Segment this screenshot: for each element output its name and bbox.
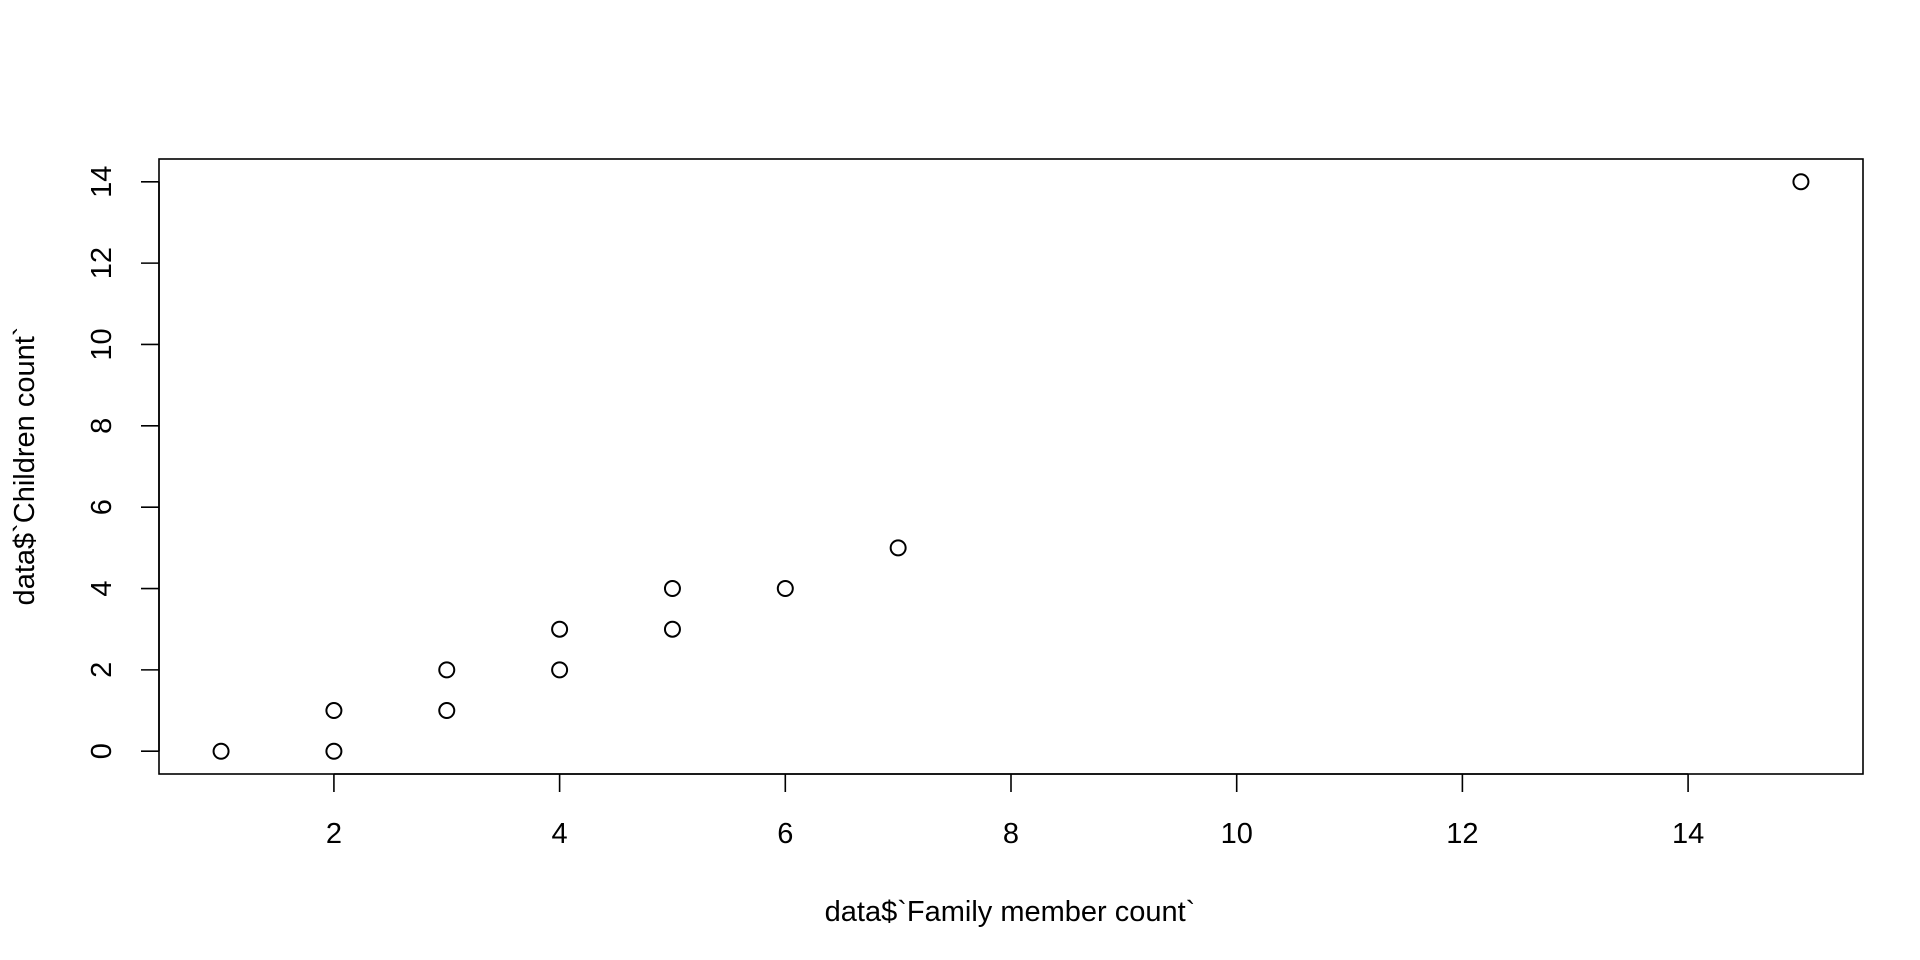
- data-point: [776, 580, 794, 598]
- x-tick-label: 12: [1446, 818, 1478, 850]
- y-tick-label: 2: [86, 662, 118, 678]
- x-tick-label: 4: [552, 818, 568, 850]
- x-tick-label: 8: [1003, 818, 1019, 850]
- data-point: [663, 620, 681, 638]
- data-point: [551, 661, 569, 679]
- data-point: [212, 742, 230, 760]
- data-point: [663, 580, 681, 598]
- y-axis-label: data$`Children count`: [9, 327, 41, 606]
- x-axis-label: data$`Family member count`: [825, 896, 1196, 928]
- data-point: [325, 702, 343, 720]
- x-tick-label: 6: [777, 818, 793, 850]
- x-tick-label: 2: [326, 818, 342, 850]
- data-point: [1792, 173, 1810, 191]
- data-point: [438, 702, 456, 720]
- y-tick-label: 0: [86, 743, 118, 759]
- data-points: [212, 173, 1810, 760]
- data-point: [325, 742, 343, 760]
- y-tick-label: 10: [86, 328, 118, 360]
- y-tick-label: 6: [86, 499, 118, 515]
- y-axis: 0 2 4 6 8 10 12 14: [86, 166, 160, 759]
- x-tick-label: 10: [1221, 818, 1253, 850]
- y-tick-label: 14: [86, 166, 118, 198]
- y-tick-label: 12: [86, 247, 118, 279]
- x-axis: 2 4 6 8 10 12 14: [326, 773, 1704, 850]
- y-tick-label: 8: [86, 418, 118, 434]
- x-tick-label: 14: [1672, 818, 1704, 850]
- data-point: [551, 620, 569, 638]
- data-point: [889, 539, 907, 557]
- data-point: [438, 661, 456, 679]
- y-tick-label: 4: [86, 580, 118, 596]
